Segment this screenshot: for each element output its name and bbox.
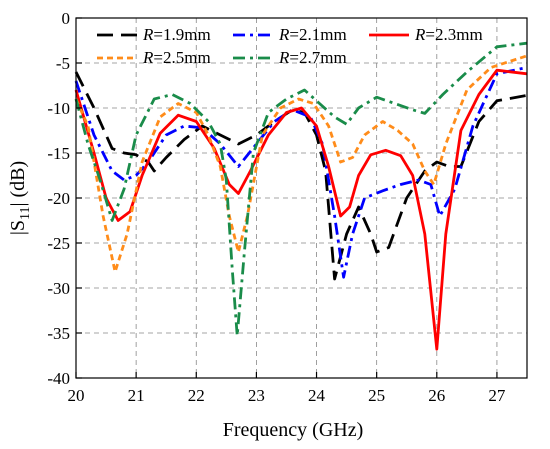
- series-line-3: [74, 68, 528, 351]
- legend-var: R: [278, 25, 290, 44]
- grid-layer: [75, 17, 527, 379]
- legend-label-4: R=2.5mm: [142, 48, 211, 67]
- y-tick-label: -35: [47, 324, 70, 343]
- legend-value: =2.7mm: [289, 48, 346, 67]
- legend-label-5: R=2.7mm: [278, 48, 347, 67]
- y-axis-label: |S11| (dB): [7, 161, 33, 235]
- x-tick-label: 21: [128, 386, 145, 405]
- y-tick-label: -20: [47, 189, 70, 208]
- y-tick-label: 0: [62, 9, 71, 28]
- series-line-4: [74, 54, 528, 274]
- legend-value: =2.1mm: [289, 25, 346, 44]
- legend-label-3: R=2.3mm: [414, 25, 483, 44]
- legend-value: =2.5mm: [153, 48, 210, 67]
- x-tick-label: 25: [368, 386, 385, 405]
- x-tick-label: 23: [248, 386, 265, 405]
- legend-label-1: R=1.9mm: [142, 25, 211, 44]
- series-line-5: [74, 41, 528, 338]
- x-tick-label: 24: [308, 386, 326, 405]
- legend-label-2: R=2.1mm: [278, 25, 347, 44]
- legend-var: R: [142, 25, 154, 44]
- series-line-2: [74, 66, 528, 279]
- x-tick-label: 26: [428, 386, 445, 405]
- y-tick-label: -5: [56, 54, 70, 73]
- y-tick-label: -25: [47, 234, 70, 253]
- y-tick-label: -40: [47, 369, 70, 388]
- y-tick-label: -10: [47, 99, 70, 118]
- legend-var: R: [142, 48, 154, 67]
- x-tick-label: 27: [488, 386, 506, 405]
- y-tick-label: -30: [47, 279, 70, 298]
- x-tick-label: 20: [68, 386, 85, 405]
- legend-value: =1.9mm: [153, 25, 210, 44]
- legend-value: =2.3mm: [425, 25, 482, 44]
- series-line-1: [74, 71, 528, 281]
- y-tick-label: -15: [47, 144, 70, 163]
- legend-var: R: [414, 25, 426, 44]
- y-axis-label-suffix: | (dB): [7, 161, 29, 207]
- x-axis-label: Frequency (GHz): [223, 419, 364, 441]
- y-axis-label-prefix: |S: [7, 220, 29, 235]
- legend-var: R: [278, 48, 290, 67]
- series-layer: [74, 41, 528, 351]
- tick-layer: 20 21 22 23 24 25 26 27 0 -5 -10 -15 -20 -25 -30 -35 -40: [47, 9, 506, 405]
- y-axis-label-sub: 11: [18, 207, 33, 220]
- x-tick-label: 22: [188, 386, 205, 405]
